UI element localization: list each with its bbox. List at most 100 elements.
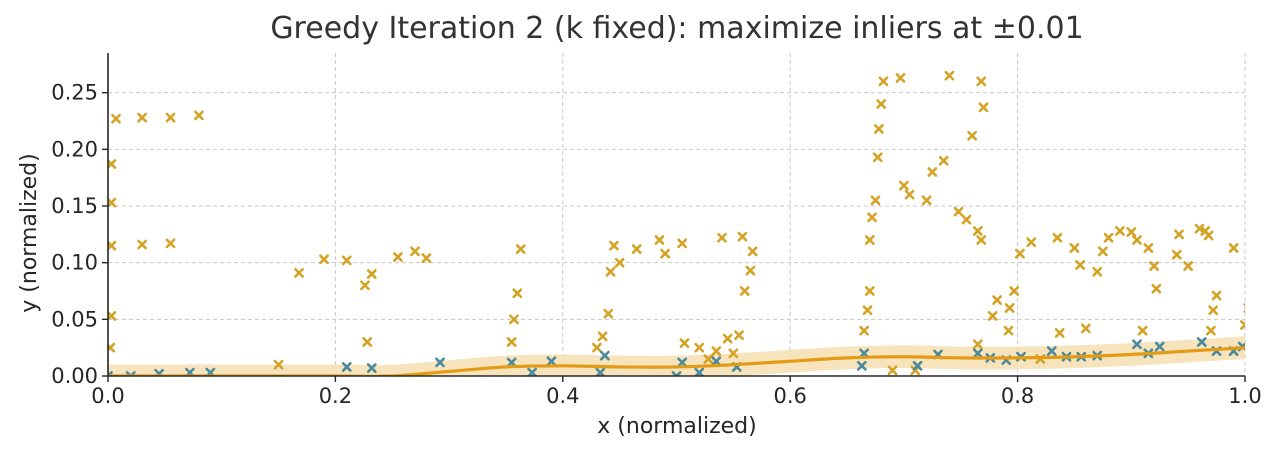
outlier-point	[1228, 243, 1239, 253]
outlier-point-glyph	[910, 365, 921, 376]
inlier-point-glyph	[1154, 341, 1165, 352]
outlier-point-glyph	[992, 295, 1003, 305]
outlier-point	[603, 308, 614, 319]
outlier-point	[745, 265, 756, 276]
outlier-point	[961, 214, 972, 225]
outlier-point-glyph	[1240, 320, 1245, 330]
outlier-point-glyph	[108, 159, 117, 169]
outlier-point-glyph	[319, 254, 329, 265]
outlier-point	[1174, 229, 1184, 240]
outlier-point	[864, 286, 875, 296]
outlier-point-glyph	[1115, 226, 1125, 236]
outlier-point-glyph	[864, 286, 875, 296]
outlier-point	[987, 311, 998, 321]
outlier-point-glyph	[899, 180, 909, 191]
outlier-point-glyph	[921, 195, 932, 206]
inlier-point	[341, 362, 352, 372]
outlier-point-glyph	[1137, 325, 1148, 336]
inlier-point-glyph	[125, 371, 136, 376]
outlier-point	[1026, 237, 1037, 248]
outlier-point-glyph	[393, 252, 403, 262]
outlier-point-glyph	[1009, 286, 1020, 296]
outlier-point	[1248, 282, 1255, 289]
outlier-point-glyph	[512, 288, 523, 299]
inlier-point	[694, 367, 705, 376]
inlier-point	[671, 371, 682, 376]
inlier-point-glyph	[1196, 337, 1207, 347]
outlier-point	[872, 152, 883, 163]
x-tick-label: 0.2	[319, 384, 352, 408]
inlier-point	[154, 368, 165, 376]
x-axis-label: x (normalized)	[597, 414, 756, 439]
outlier-point	[859, 325, 870, 336]
outlier-point	[108, 197, 117, 208]
outlier-point-glyph	[1075, 260, 1086, 270]
outlier-point-glyph	[1228, 243, 1239, 253]
outlier-point-glyph	[867, 212, 877, 223]
outlier-point	[273, 359, 284, 370]
outlier-point-glyph	[1103, 232, 1114, 243]
inlier-point-glyph	[108, 371, 113, 376]
inlier-point	[527, 367, 538, 376]
inlier-point	[1196, 337, 1207, 347]
outlier-point	[111, 113, 121, 124]
outlier-point-glyph	[938, 155, 949, 166]
outlier-point-glyph	[515, 244, 526, 254]
outlier-point-glyph	[987, 311, 998, 321]
outlier-point	[887, 365, 898, 376]
outlier-point-glyph	[137, 239, 148, 250]
outlier-point	[194, 110, 204, 121]
outlier-point-glyph	[1069, 243, 1080, 253]
outlier-point	[165, 112, 176, 123]
outlier-point	[734, 330, 744, 341]
outlier-point	[108, 159, 117, 169]
inlier-point	[108, 371, 113, 376]
outlier-point	[515, 244, 526, 254]
outlier-point	[137, 112, 148, 123]
outlier-point-glyph	[972, 226, 983, 236]
outlier-point-glyph	[654, 235, 665, 245]
outlier-point	[1092, 266, 1103, 277]
outlier-point-glyph	[873, 124, 884, 134]
outlier-point-glyph	[734, 330, 744, 341]
outlier-point-glyph	[862, 305, 873, 316]
outlier-point	[722, 333, 733, 344]
outlier-point-glyph	[194, 110, 204, 121]
outlier-point	[870, 195, 881, 206]
outlier-point-glyph	[859, 325, 870, 336]
fit-line	[108, 346, 1245, 376]
outlier-point	[1171, 249, 1182, 260]
outlier-point	[631, 244, 642, 254]
outlier-point	[362, 337, 373, 347]
outlier-point-glyph	[1203, 230, 1214, 241]
outlier-point-glyph	[111, 113, 121, 124]
outlier-point	[867, 212, 877, 223]
outlier-point	[609, 240, 619, 251]
outlier-point	[512, 288, 523, 299]
outlier-point-glyph	[506, 337, 517, 347]
outlier-point	[1211, 290, 1222, 301]
outlier-point	[1052, 232, 1063, 243]
inlier-point	[435, 357, 445, 368]
inlier-point	[366, 363, 377, 373]
outlier-point-glyph	[660, 248, 671, 259]
outlier-point	[967, 130, 978, 141]
outlier-point	[747, 246, 758, 257]
inlier-point	[125, 371, 136, 376]
inlier-point-glyph	[154, 368, 165, 376]
outlier-point-glyph	[1248, 282, 1255, 289]
inlier-point-glyph	[599, 350, 610, 361]
inlier-point-glyph	[671, 371, 682, 376]
outlier-point	[614, 257, 625, 268]
outlier-point-glyph	[739, 286, 750, 296]
outlier-point-glyph	[1171, 249, 1182, 260]
outlier-point	[597, 331, 608, 342]
outlier-point	[1137, 325, 1148, 336]
outlier-point	[654, 235, 665, 245]
outlier-point	[137, 239, 148, 250]
outlier-point	[421, 253, 432, 264]
outlier-point	[972, 339, 983, 350]
outlier-point	[660, 248, 671, 259]
outlier-point-glyph	[1183, 261, 1194, 271]
inlier-point-glyph	[694, 367, 705, 376]
